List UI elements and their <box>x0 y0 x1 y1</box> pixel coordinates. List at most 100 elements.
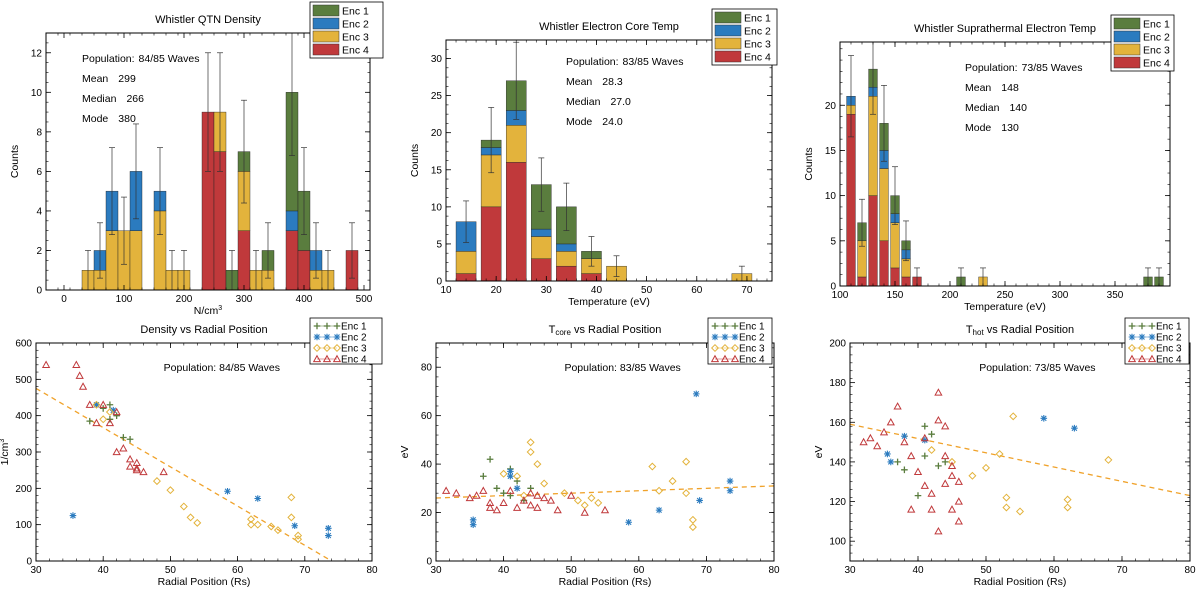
point-enc3 <box>1147 343 1157 353</box>
point-enc3 <box>267 522 276 531</box>
point-enc4 <box>112 407 121 416</box>
point-enc2 <box>1071 424 1078 432</box>
point-enc4 <box>332 354 342 363</box>
plot-frame <box>35 342 373 562</box>
x-tick-label: 50 <box>641 285 653 296</box>
stat-line: Mode 130 <box>965 122 1019 134</box>
y-tick-label: 180 <box>829 378 846 389</box>
panel-3: 100 150 200 250 300 350 0 5 10 15 20 Whistler Supra… <box>803 14 1175 313</box>
legend-label-enc4: Enc 4 <box>1156 355 1182 366</box>
stat-line: Median 27.0 <box>566 96 631 108</box>
x-tick-label: 40 <box>912 565 924 576</box>
point-enc3 <box>287 493 296 502</box>
point-enc4 <box>1137 354 1147 363</box>
y-tick-label: 4 <box>36 206 42 217</box>
point-enc4 <box>730 354 740 363</box>
point-enc2 <box>696 497 703 504</box>
x-tick-label: 60 <box>633 565 645 576</box>
point-enc3 <box>186 513 195 522</box>
legend-swatch-enc3 <box>1113 43 1141 56</box>
point-enc1 <box>120 434 127 441</box>
point-enc2 <box>625 518 632 526</box>
point-enc4 <box>954 477 963 485</box>
point-enc3 <box>1009 412 1018 421</box>
point-enc3 <box>947 457 957 466</box>
x-tick-label: 60 <box>691 285 703 296</box>
point-enc4 <box>600 505 610 514</box>
point-enc4 <box>720 354 730 363</box>
legend-swatch-enc2 <box>714 24 742 37</box>
legend-swatch-enc3 <box>312 30 340 43</box>
point-enc4 <box>941 479 950 487</box>
legend-swatch-enc1 <box>312 4 340 17</box>
point-enc1 <box>914 492 922 499</box>
point-enc4 <box>941 451 950 460</box>
point-enc1 <box>126 435 134 443</box>
y-tick-label: 10 <box>31 88 43 99</box>
point-enc1 <box>113 412 120 419</box>
point-enc4 <box>112 447 121 456</box>
legend-label-enc1: Enc 1 <box>341 322 367 333</box>
point-enc2 <box>325 532 332 539</box>
x-tick-label: 0 <box>61 294 67 305</box>
bar-enc3 <box>455 251 477 274</box>
plot-frame <box>839 41 1171 287</box>
point-enc4 <box>526 488 535 497</box>
point-enc2 <box>291 522 299 530</box>
stat-line: Median 266 <box>82 93 144 105</box>
point-enc4 <box>886 417 895 426</box>
stat-line: Mean 148 <box>965 82 1019 94</box>
point-enc4 <box>927 505 936 513</box>
x-tick-label: 350 <box>1107 290 1124 301</box>
legend-label-enc4: Enc 4 <box>739 355 765 366</box>
point-enc4 <box>512 503 522 511</box>
legend-box <box>309 317 383 365</box>
panel-2: 10 20 30 40 50 60 70 0 5 10 15 20 25 30 Whistler Elect… <box>409 8 778 308</box>
legend-label-enc1: Enc 1 <box>342 6 369 18</box>
x-tick-label: 150 <box>887 290 904 301</box>
legend-label-enc3: Enc 3 <box>744 39 771 51</box>
point-enc3 <box>294 535 303 544</box>
point-enc3 <box>655 486 664 495</box>
point-enc2 <box>93 401 100 409</box>
x-tick-label: 70 <box>701 565 713 576</box>
y-tick-label: 300 <box>15 448 32 459</box>
chart-title: Whistler Suprathermal Electron Temp <box>914 23 1096 35</box>
panel-5: 30 40 50 60 70 80 0 20 40 60 80 Tcore vs Radial Pos… <box>399 317 780 588</box>
bar-enc3 <box>531 236 552 259</box>
fit-line <box>849 423 1191 497</box>
legend-label-enc3: Enc 3 <box>1156 344 1182 355</box>
point-enc4 <box>947 471 957 479</box>
point-enc1 <box>941 458 949 466</box>
point-enc2 <box>507 472 514 480</box>
legend-box <box>1124 317 1190 365</box>
point-enc1 <box>928 430 935 438</box>
point-enc4 <box>99 400 108 408</box>
point-enc2 <box>469 521 477 528</box>
point-enc4 <box>913 467 923 475</box>
point-enc3 <box>730 343 740 353</box>
point-enc3 <box>332 343 342 353</box>
point-enc4 <box>567 491 576 499</box>
point-enc3 <box>193 518 202 527</box>
x-axis-label: Radial Position (Rs) <box>158 576 251 588</box>
x-tick-label: 100 <box>832 290 849 301</box>
y-tick-label: 5 <box>436 239 442 250</box>
x-tick-label: 20 <box>491 285 503 296</box>
legend-label-enc3: Enc 3 <box>341 344 367 355</box>
bar-enc2 <box>556 243 577 252</box>
legend-swatch-enc4 <box>312 43 340 56</box>
point-enc4 <box>947 461 957 470</box>
y-tick-label: 10 <box>431 202 443 213</box>
point-enc4 <box>78 382 88 390</box>
point-enc3 <box>152 477 161 486</box>
x-tick-label: 30 <box>30 565 42 576</box>
bar-enc2 <box>285 210 299 231</box>
point-enc1 <box>480 472 487 480</box>
legend-label-enc4: Enc 4 <box>1143 58 1170 70</box>
x-axis-label: Radial Position (Rs) <box>974 576 1067 588</box>
point-enc4 <box>465 493 474 502</box>
point-enc3 <box>294 531 303 540</box>
point-enc4 <box>879 427 889 436</box>
